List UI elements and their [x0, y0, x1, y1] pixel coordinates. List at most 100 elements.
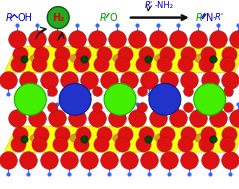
Ellipse shape — [70, 53, 88, 64]
Point — [75, 23, 79, 26]
Polygon shape — [4, 126, 239, 152]
Circle shape — [59, 83, 91, 115]
Point — [141, 143, 145, 146]
Text: O: O — [109, 13, 117, 23]
Point — [176, 23, 179, 26]
Point — [107, 159, 111, 162]
Point — [55, 117, 59, 120]
Point — [87, 173, 91, 176]
Point — [186, 53, 190, 56]
Point — [127, 159, 131, 162]
Point — [226, 90, 229, 93]
Point — [127, 79, 131, 82]
Point — [228, 133, 231, 136]
Point — [35, 37, 39, 40]
Point — [75, 117, 79, 120]
Point — [127, 173, 131, 176]
Point — [187, 173, 191, 176]
Point — [162, 143, 166, 146]
Point — [204, 63, 208, 66]
Point — [176, 37, 179, 40]
Point — [226, 106, 229, 109]
Point — [18, 53, 22, 56]
Point — [81, 53, 85, 56]
Point — [236, 37, 239, 40]
Point — [22, 138, 26, 141]
Point — [81, 133, 85, 136]
Point — [82, 58, 86, 61]
Point — [167, 159, 171, 162]
Point — [6, 93, 10, 96]
Point — [107, 79, 111, 82]
Point — [136, 117, 139, 120]
Point — [196, 37, 200, 40]
Point — [186, 90, 190, 93]
Point — [79, 63, 82, 66]
Circle shape — [104, 83, 136, 115]
Point — [95, 23, 99, 26]
Ellipse shape — [113, 133, 130, 143]
Point — [50, 106, 54, 109]
Point — [16, 143, 20, 146]
Point — [176, 103, 179, 106]
Point — [60, 133, 64, 136]
Point — [183, 63, 187, 66]
Point — [82, 138, 86, 141]
Point — [147, 93, 151, 96]
Point — [87, 79, 91, 82]
Point — [6, 79, 10, 82]
Ellipse shape — [154, 133, 172, 143]
Circle shape — [149, 83, 181, 115]
Point — [79, 143, 82, 146]
Point — [95, 37, 99, 40]
Point — [156, 103, 159, 106]
Point — [58, 63, 61, 66]
Point — [67, 159, 71, 162]
Point — [95, 103, 99, 106]
Point — [102, 133, 106, 136]
Point — [55, 23, 59, 26]
Point — [216, 37, 220, 40]
Ellipse shape — [194, 53, 212, 64]
Text: OH: OH — [17, 13, 32, 23]
Point — [228, 53, 231, 56]
Point — [211, 138, 215, 141]
Point — [228, 93, 232, 96]
Ellipse shape — [30, 133, 48, 143]
Point — [115, 103, 119, 106]
Point — [50, 90, 54, 93]
Point — [67, 79, 71, 82]
Point — [55, 103, 59, 106]
Point — [115, 37, 119, 40]
Point — [236, 103, 239, 106]
Point — [167, 79, 171, 82]
Point — [165, 53, 168, 56]
Point — [27, 79, 30, 82]
Text: R': R' — [145, 1, 153, 10]
Point — [156, 117, 159, 120]
Point — [67, 173, 71, 176]
Point — [95, 90, 99, 93]
Point — [39, 133, 43, 136]
Point — [75, 103, 79, 106]
Point — [147, 173, 151, 176]
Point — [165, 133, 168, 136]
Point — [37, 143, 41, 146]
Point — [127, 93, 131, 96]
Point — [147, 138, 150, 141]
Point — [156, 37, 159, 40]
Point — [136, 37, 139, 40]
Point — [120, 63, 124, 66]
Point — [144, 53, 148, 56]
Point — [140, 90, 144, 93]
Point — [147, 58, 150, 61]
Point — [167, 93, 171, 96]
Point — [136, 103, 139, 106]
Point — [47, 159, 50, 162]
Point — [47, 173, 50, 176]
Ellipse shape — [113, 53, 130, 64]
Point — [208, 159, 212, 162]
Point — [236, 23, 239, 26]
Point — [225, 143, 229, 146]
Point — [115, 23, 119, 26]
